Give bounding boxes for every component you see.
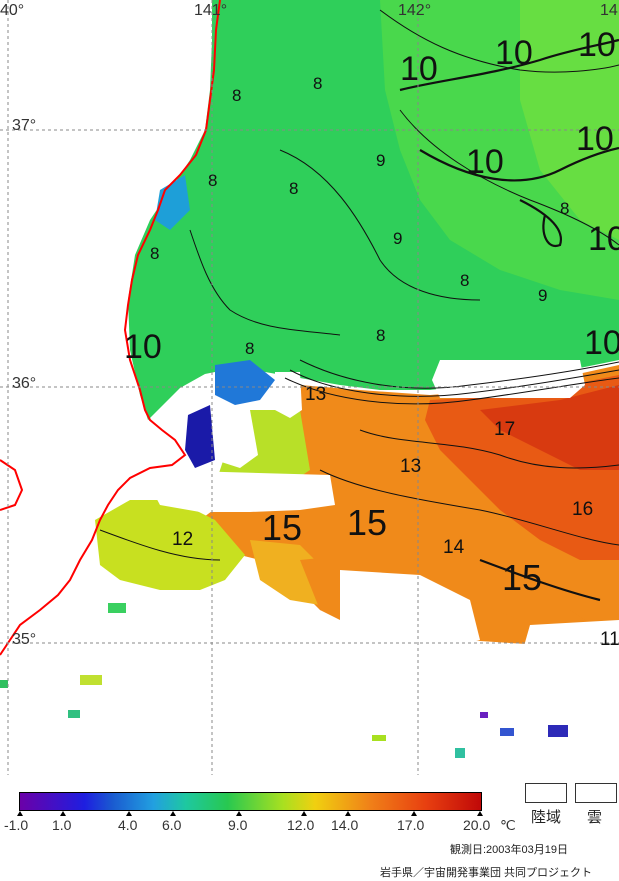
contour-label-15: 15: [502, 557, 543, 598]
legend-tick: [236, 811, 242, 816]
contour-label-13: 13: [305, 384, 327, 405]
contour-label-11: 11: [600, 629, 619, 650]
contour-label-16: 16: [572, 499, 594, 520]
project-credit: 岩手県／宇宙開発事業団 共同プロジェクト: [380, 867, 593, 879]
lon-label-142: 142°: [398, 2, 432, 19]
legend-tick-label: 14.0: [331, 817, 359, 833]
cloud-swatch: [575, 783, 617, 803]
lat-label-35: 35°: [12, 631, 37, 648]
legend-tick-label: 4.0: [118, 817, 138, 833]
contour-label: 8: [376, 326, 386, 345]
legend-tick: [17, 811, 23, 816]
coastline: [0, 0, 221, 656]
legend-tick: [170, 811, 176, 816]
lon-label-143: 14: [600, 2, 618, 19]
contour-label-13: 13: [400, 456, 422, 477]
contour-label-10: 10: [400, 50, 438, 88]
sea-surface-temperature-map: [0, 0, 619, 775]
contour-label-10: 10: [576, 120, 614, 158]
observation-date: 観測日:2003年03月19日: [450, 844, 568, 856]
lat-label-36: 36°: [12, 375, 37, 392]
contour-label-10: 10: [466, 143, 504, 181]
graticule: [0, 0, 619, 775]
contour-label-10: 10: [584, 324, 619, 362]
contour-label-14: 14: [443, 537, 465, 558]
contour-label-10: 10: [124, 328, 162, 366]
legend-tick-label: 17.0: [397, 817, 425, 833]
land-label: 陸域: [531, 809, 562, 826]
legend-tick-label: 9.0: [228, 817, 248, 833]
contour-label-17: 17: [494, 419, 516, 440]
legend-tick: [477, 811, 483, 816]
lon-label-141: 141°: [194, 2, 228, 19]
contour-label-10: 10: [588, 220, 619, 258]
contour-label-10: 10: [495, 34, 533, 72]
legend-tick: [411, 811, 417, 816]
contour-label: 9: [376, 151, 386, 170]
contour-label: 8: [460, 271, 470, 290]
legend-tick-label: -1.0: [4, 817, 29, 833]
contour-label-15: 15: [262, 507, 303, 548]
contour-label: 8: [150, 244, 160, 263]
cold-water-patch: [155, 175, 190, 230]
legend-tick-label: 1.0: [52, 817, 72, 833]
contour-label: 8: [560, 199, 570, 218]
contour-label-12: 12: [172, 529, 194, 550]
legend-tick: [60, 811, 66, 816]
legend-tick: [301, 811, 307, 816]
lat-label-37: 37°: [12, 117, 37, 134]
temperature-color-scale: [19, 792, 482, 811]
contour-label: 8: [245, 339, 255, 358]
legend-tick: [126, 811, 132, 816]
contour-label: 8: [232, 86, 242, 105]
contour-label: 9: [393, 229, 403, 248]
contour-label-10: 10: [578, 26, 616, 64]
contour-label: 8: [313, 74, 323, 93]
contour-label: 8: [208, 171, 218, 190]
contour-label-15: 15: [347, 502, 388, 543]
legend-unit: ℃: [500, 817, 516, 833]
contour-label: 8: [289, 179, 299, 198]
cloud-label: 雲: [587, 809, 603, 826]
land-swatch: [525, 783, 567, 803]
cloud-mask: [432, 360, 585, 398]
legend-tick-label: 12.0: [287, 817, 315, 833]
contour-label: 9: [538, 286, 548, 305]
lon-label-140: 40°: [0, 2, 25, 19]
legend-tick: [345, 811, 351, 816]
legend-tick-label: 6.0: [162, 817, 182, 833]
legend-tick-label: 20.0: [463, 817, 491, 833]
